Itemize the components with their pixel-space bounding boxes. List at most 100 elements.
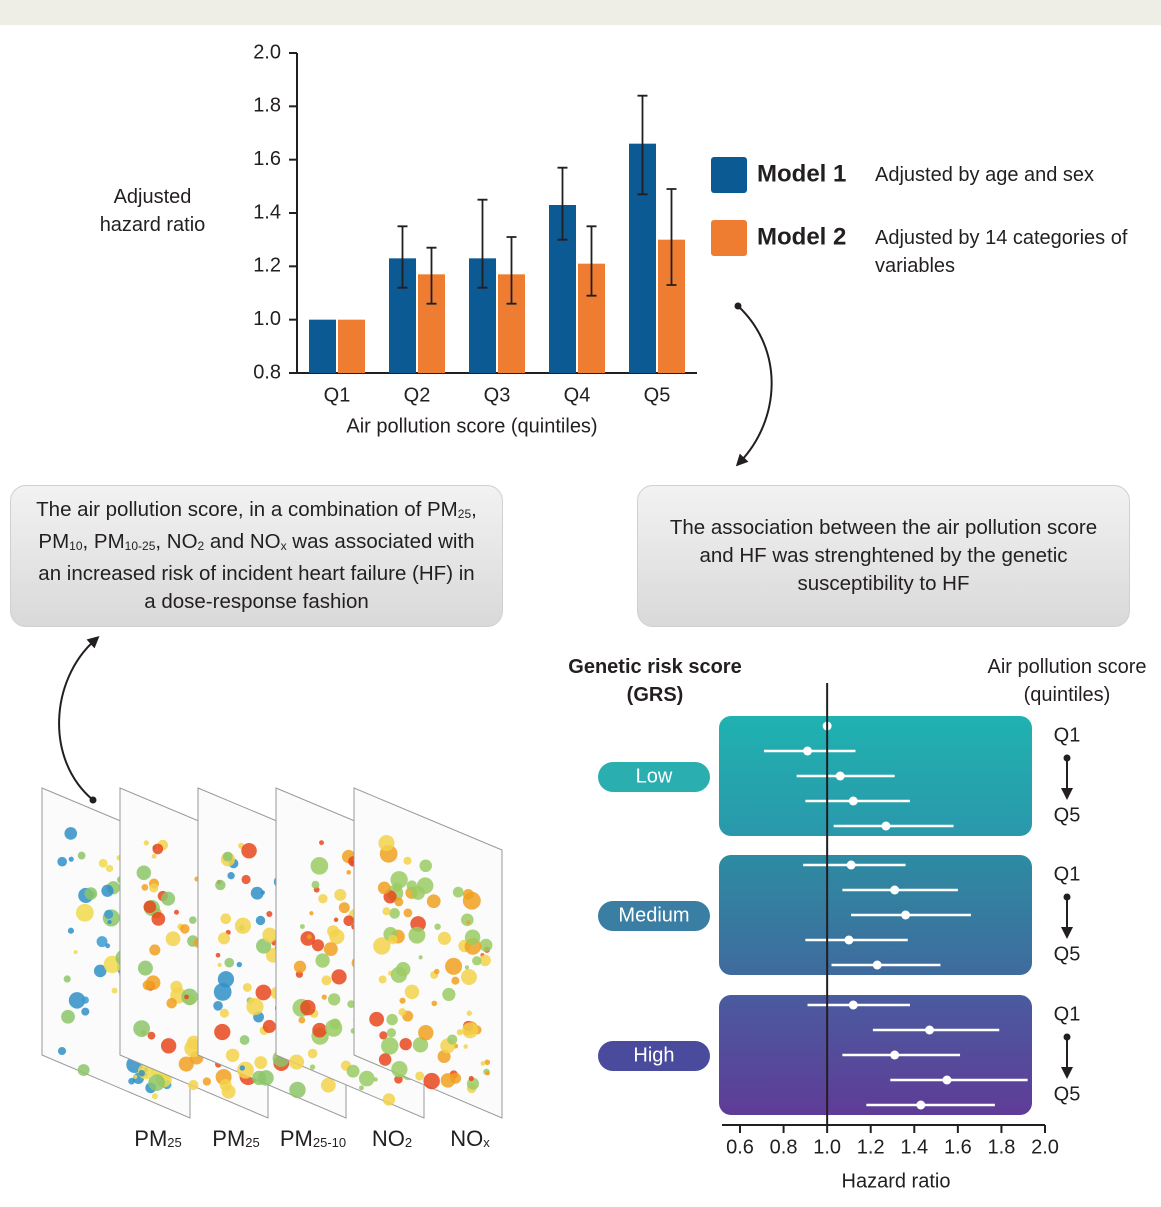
map-blob xyxy=(241,843,257,859)
map-blob xyxy=(160,1038,177,1054)
map-blob xyxy=(440,1073,456,1088)
map-blob xyxy=(325,1019,343,1037)
map-label: NOx xyxy=(450,1126,490,1151)
map-blob xyxy=(434,923,441,930)
group-label: High xyxy=(633,1044,674,1066)
map-blob xyxy=(379,1031,388,1040)
x-tick-label: Q3 xyxy=(484,384,511,406)
map-blob xyxy=(57,856,67,867)
x-tick-label: 0.6 xyxy=(726,1136,754,1158)
legend-description: Adjusted by age and sex xyxy=(875,164,1095,186)
map-blob xyxy=(138,1069,145,1077)
map-blob xyxy=(98,858,108,868)
map-blob xyxy=(111,987,118,994)
legend-swatch xyxy=(711,220,747,256)
map-blob xyxy=(96,936,108,948)
error-bar xyxy=(477,198,488,289)
map-blob xyxy=(222,851,233,862)
map-blob xyxy=(327,925,340,938)
map-blob xyxy=(149,883,159,893)
map-blob xyxy=(479,954,491,967)
map-blob xyxy=(320,1077,336,1093)
map-blob xyxy=(77,851,86,860)
map-blob xyxy=(463,1044,468,1049)
point xyxy=(803,746,813,756)
map-blob xyxy=(431,1000,438,1007)
point xyxy=(901,910,911,920)
map-blob xyxy=(315,953,330,968)
map-blob xyxy=(68,992,86,1009)
legend-description: Adjusted by 14 categories of variables xyxy=(875,227,1128,277)
point xyxy=(848,796,858,806)
error-bar xyxy=(506,236,517,305)
map-blob xyxy=(93,964,107,978)
curved-arrow xyxy=(735,305,773,467)
map-blob xyxy=(178,1056,194,1072)
map-blob xyxy=(456,1029,464,1036)
y-tick-label: 1.0 xyxy=(253,308,281,330)
map-blob xyxy=(343,915,355,927)
x-tick-label: 2.0 xyxy=(1031,1136,1059,1158)
map-blob xyxy=(217,962,222,967)
map-blob xyxy=(312,1022,327,1038)
map-blob xyxy=(415,1071,425,1081)
map-blob xyxy=(300,999,316,1016)
map-blob xyxy=(143,840,149,846)
map-blob xyxy=(311,880,320,889)
map-blob xyxy=(447,1034,458,1045)
map-label-sub: x xyxy=(483,1135,490,1150)
map-blob xyxy=(442,987,456,1002)
map-blob xyxy=(258,1070,274,1086)
map-label: NO2 xyxy=(372,1126,412,1151)
x-tick-label: 1.6 xyxy=(944,1136,972,1158)
map-blob xyxy=(472,956,482,966)
map-blob xyxy=(242,982,252,992)
map-blob xyxy=(408,926,426,944)
map-blob xyxy=(378,975,387,984)
point xyxy=(881,821,891,831)
map-blob xyxy=(128,1077,135,1085)
map-blob xyxy=(404,984,420,1000)
y-axis-title: Genetic risk score (GRS) xyxy=(568,656,742,706)
text-run: , PM xyxy=(82,530,125,553)
map-blob xyxy=(307,1048,318,1059)
map-label-base: PM xyxy=(134,1126,167,1151)
map-blob xyxy=(403,908,413,918)
x-axis-title: Hazard ratio xyxy=(842,1170,951,1192)
map-blob xyxy=(480,1061,486,1066)
error-bar xyxy=(666,188,677,286)
map-blob xyxy=(149,944,161,956)
map-blob xyxy=(61,1009,75,1024)
map-blob xyxy=(104,909,114,919)
map-blob xyxy=(399,1037,412,1051)
map-blob xyxy=(464,929,481,945)
x-tick-label: 1.8 xyxy=(988,1136,1016,1158)
group-label: Medium xyxy=(618,904,689,926)
top-band xyxy=(0,0,1161,25)
map-blob xyxy=(73,950,78,955)
map-blob xyxy=(262,1019,276,1034)
map-blob xyxy=(318,893,328,904)
map-blob xyxy=(133,1074,138,1079)
map-blob xyxy=(254,1056,268,1069)
map-blob xyxy=(81,1007,90,1016)
row-label: Q5 xyxy=(1054,943,1081,965)
map-blob xyxy=(151,912,166,926)
map-blob xyxy=(64,827,78,840)
map-blob xyxy=(299,924,305,929)
map-blob xyxy=(373,937,391,955)
map-blob xyxy=(466,1010,473,1016)
map-blob xyxy=(369,1011,385,1027)
map-blob xyxy=(137,960,153,976)
map-blob xyxy=(419,859,432,873)
map-blob xyxy=(323,942,338,956)
x-tick-label: 1.0 xyxy=(813,1136,841,1158)
map-blob xyxy=(378,835,395,852)
map-blob xyxy=(306,934,312,940)
map-label-sub: 25 xyxy=(245,1135,259,1150)
point xyxy=(872,960,882,970)
map-blob xyxy=(461,913,474,927)
y-tick-label: 1.4 xyxy=(253,201,281,223)
legend-label: Model 2 xyxy=(757,223,846,250)
group-pill xyxy=(598,762,710,792)
